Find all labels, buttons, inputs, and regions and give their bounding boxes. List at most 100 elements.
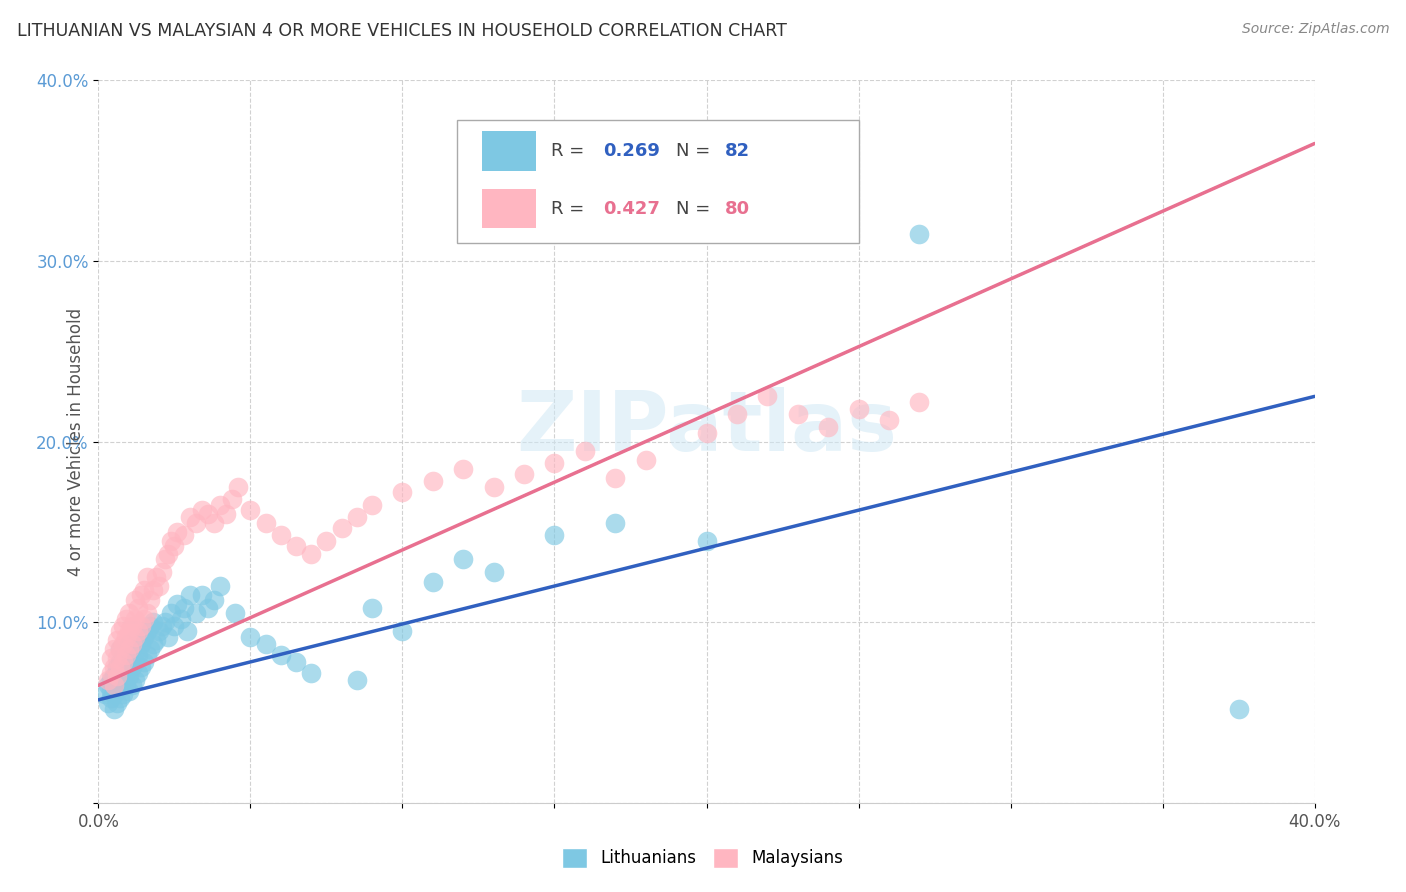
Point — [118, 669, 141, 683]
Point — [157, 630, 180, 644]
Point — [160, 606, 183, 620]
Point — [96, 673, 118, 687]
Point — [346, 510, 368, 524]
Point — [118, 624, 141, 639]
Point — [150, 565, 173, 579]
Point — [254, 516, 277, 530]
Point — [148, 624, 170, 639]
Point — [224, 606, 246, 620]
Point — [574, 443, 596, 458]
Text: 80: 80 — [724, 200, 749, 218]
Text: LITHUANIAN VS MALAYSIAN 4 OR MORE VEHICLES IN HOUSEHOLD CORRELATION CHART: LITHUANIAN VS MALAYSIAN 4 OR MORE VEHICL… — [17, 22, 787, 40]
Point — [422, 575, 444, 590]
Point — [148, 579, 170, 593]
Point — [330, 521, 353, 535]
Point — [93, 687, 115, 701]
Point — [179, 588, 201, 602]
Point — [132, 611, 155, 625]
Point — [139, 593, 162, 607]
Point — [108, 642, 131, 657]
Point — [361, 498, 384, 512]
Point — [103, 687, 125, 701]
Point — [166, 524, 188, 539]
Point — [299, 665, 322, 680]
Point — [121, 660, 143, 674]
Point — [453, 552, 475, 566]
Point — [129, 619, 152, 633]
Point — [108, 691, 131, 706]
Point — [543, 528, 565, 542]
Point — [132, 655, 155, 669]
Point — [299, 547, 322, 561]
Point — [127, 624, 149, 639]
Point — [136, 624, 159, 639]
Point — [108, 660, 131, 674]
FancyBboxPatch shape — [481, 131, 536, 170]
Point — [908, 394, 931, 409]
Point — [114, 665, 136, 680]
Point — [145, 570, 167, 584]
Point — [124, 655, 146, 669]
Point — [103, 678, 125, 692]
Point — [169, 611, 191, 625]
Point — [111, 619, 134, 633]
Text: Source: ZipAtlas.com: Source: ZipAtlas.com — [1241, 22, 1389, 37]
Point — [103, 702, 125, 716]
Point — [105, 669, 128, 683]
Point — [111, 648, 134, 662]
Point — [848, 402, 870, 417]
Point — [1227, 702, 1250, 716]
Point — [197, 507, 219, 521]
Point — [150, 619, 173, 633]
Point — [908, 227, 931, 241]
Point — [191, 588, 214, 602]
Point — [129, 660, 152, 674]
Point — [108, 678, 131, 692]
Point — [173, 528, 195, 542]
Point — [191, 503, 214, 517]
Point — [725, 408, 748, 422]
Point — [270, 528, 292, 542]
Point — [513, 467, 536, 481]
Point — [124, 673, 146, 687]
Point — [124, 630, 146, 644]
Point — [121, 642, 143, 657]
FancyBboxPatch shape — [481, 188, 536, 228]
Point — [391, 485, 413, 500]
Point — [315, 533, 337, 548]
Point — [111, 673, 134, 687]
Point — [100, 665, 122, 680]
Point — [184, 606, 207, 620]
Point — [121, 678, 143, 692]
Point — [118, 642, 141, 657]
Point — [114, 648, 136, 662]
Point — [482, 480, 505, 494]
Point — [166, 597, 188, 611]
Point — [103, 669, 125, 683]
Text: N =: N = — [676, 142, 716, 160]
Point — [361, 600, 384, 615]
Point — [543, 456, 565, 470]
Point — [209, 498, 232, 512]
Point — [111, 660, 134, 674]
Point — [346, 673, 368, 687]
Point — [202, 516, 225, 530]
Point — [696, 425, 718, 440]
Point — [422, 475, 444, 489]
Y-axis label: 4 or more Vehicles in Household: 4 or more Vehicles in Household — [66, 308, 84, 575]
Point — [121, 619, 143, 633]
Point — [108, 669, 131, 683]
Point — [215, 507, 238, 521]
Point — [605, 516, 627, 530]
Point — [114, 611, 136, 625]
Point — [105, 683, 128, 698]
Point — [124, 633, 146, 648]
Point — [142, 582, 165, 597]
Legend: Lithuanians, Malaysians: Lithuanians, Malaysians — [555, 841, 851, 875]
Text: 82: 82 — [724, 142, 749, 160]
Point — [877, 413, 900, 427]
Point — [605, 471, 627, 485]
Point — [270, 648, 292, 662]
Point — [239, 630, 262, 644]
Point — [634, 452, 657, 467]
